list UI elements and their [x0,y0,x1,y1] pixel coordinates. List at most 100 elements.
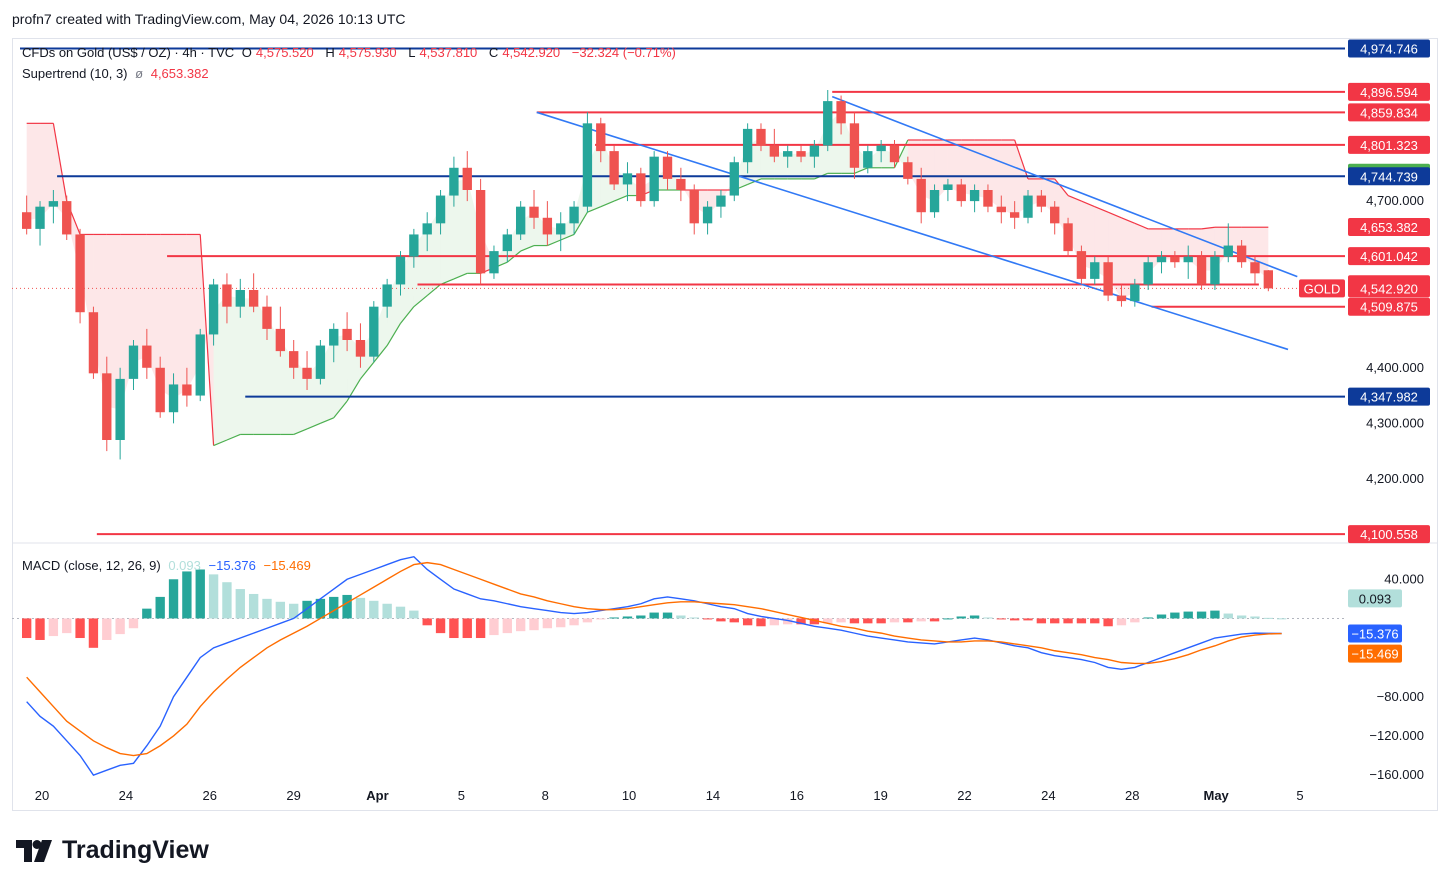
macd-histogram-bar [783,618,793,625]
macd-line-value: −15.376 [208,558,256,573]
price-level-label: 4,801.323 [1360,138,1418,153]
candle [609,151,619,185]
macd-histogram-bar [769,618,780,626]
candle [315,345,326,379]
macd-histogram-bar [382,603,392,619]
supertrend-fill [173,234,187,399]
macd-histogram-bar [502,618,512,634]
candle [62,201,72,235]
time-axis-tick: 28 [1125,788,1139,803]
supertrend-line [320,417,334,424]
candle [916,178,926,213]
candle [1036,195,1047,207]
macd-histogram-bar [556,618,566,628]
supertrend-line [1081,200,1095,208]
price-level-badge [1348,82,1430,101]
ohlc-close: C 4,542.920 [488,45,561,60]
macd-histogram-bar [823,618,833,624]
candle [1023,195,1033,218]
macd-histogram-bar [689,617,699,619]
macd-histogram-bar [729,618,739,623]
macd-histogram-bar [1170,612,1180,619]
time-axis-tick: 26 [202,788,216,803]
macd-histogram-bar [796,618,806,625]
supertrend-fill [1121,217,1135,299]
candle [636,173,646,202]
supertrend-line [613,195,628,202]
macd-histogram-bar [1050,618,1060,624]
candle [382,284,392,307]
candle [75,234,85,313]
time-axis-tick: May [1203,788,1229,803]
symbol-title[interactable]: CFDs on Gold (US$ / OZ) · 4h · TVC [22,45,235,60]
macd-histogram-bar [208,574,219,619]
supertrend-fill [1174,228,1189,260]
time-axis-tick: 29 [286,788,300,803]
time-axis-tick: 22 [957,788,971,803]
candle [863,151,873,168]
macd-histogram-bar [809,618,820,625]
supertrend-fill [600,137,615,207]
candle [235,290,245,307]
macd-histogram-bar [222,582,232,619]
supertrend-fill [1001,140,1015,215]
macd-histogram-bar [369,600,379,619]
candle [489,251,499,274]
candle [515,206,526,235]
supertrend-line [293,428,308,435]
price-level-label: 4,653.382 [1360,220,1418,235]
macd-histogram-bar [636,615,646,619]
tradingview-logo[interactable]: TradingView [16,836,209,865]
candle [35,206,45,229]
supertrend-fill [26,123,41,221]
candle [903,162,913,179]
macd-histogram-bar [969,615,980,619]
supertrend-line [854,167,869,174]
macd-histogram-bar [128,618,139,629]
candle [529,206,539,218]
candle [1050,206,1060,224]
candle [102,373,112,440]
macd-line [26,555,1282,776]
supertrend-fill [961,140,975,196]
price-level-label: 4,974.746 [1360,41,1418,56]
macd-histogram-bar [275,601,286,619]
supertrend-line [213,439,228,447]
macd-histogram-bar [582,618,593,623]
macd-histogram-bar [1023,618,1033,621]
time-axis-tick: 16 [790,788,804,803]
supertrend-fill [253,298,267,435]
macd-histogram-bar [395,606,406,619]
macd-histogram-bar [1063,618,1073,624]
price-level-label: 4,509.875 [1360,300,1418,315]
tradingview-logo-icon [16,839,52,862]
macd-legend[interactable]: MACD (close, 12, 26, 9) 0.093 −15.376 −1… [22,558,315,573]
candle [1009,212,1020,218]
candle [729,162,739,196]
supertrend-line [453,272,468,280]
supertrend-line [1201,226,1215,230]
macd-histogram-bar [1250,616,1260,619]
macd-axis-tick: 40.000 [1384,571,1424,586]
candle [422,223,432,235]
macd-histogram-bar [1090,618,1100,624]
candle [342,328,352,340]
candle [248,290,259,307]
macd-histogram-bar [342,594,352,619]
supertrend-legend[interactable]: Supertrend (10, 3) ø 4,653.382 [22,66,213,81]
candle [956,184,966,202]
candle [889,145,900,163]
macd-histogram-bar [903,618,913,623]
supertrend-fill [1241,227,1255,268]
macd-histogram-bar [836,618,846,623]
candle [1130,284,1140,302]
eye-off-icon[interactable]: ø [135,66,144,81]
candle [676,178,686,190]
macd-histogram-bar [956,616,966,619]
macd-value-label: −15.469 [1351,647,1398,662]
candle [943,184,953,190]
price-level-badge [1348,525,1430,544]
candle [983,190,993,207]
price-level-label: 4,896.594 [1360,85,1418,100]
